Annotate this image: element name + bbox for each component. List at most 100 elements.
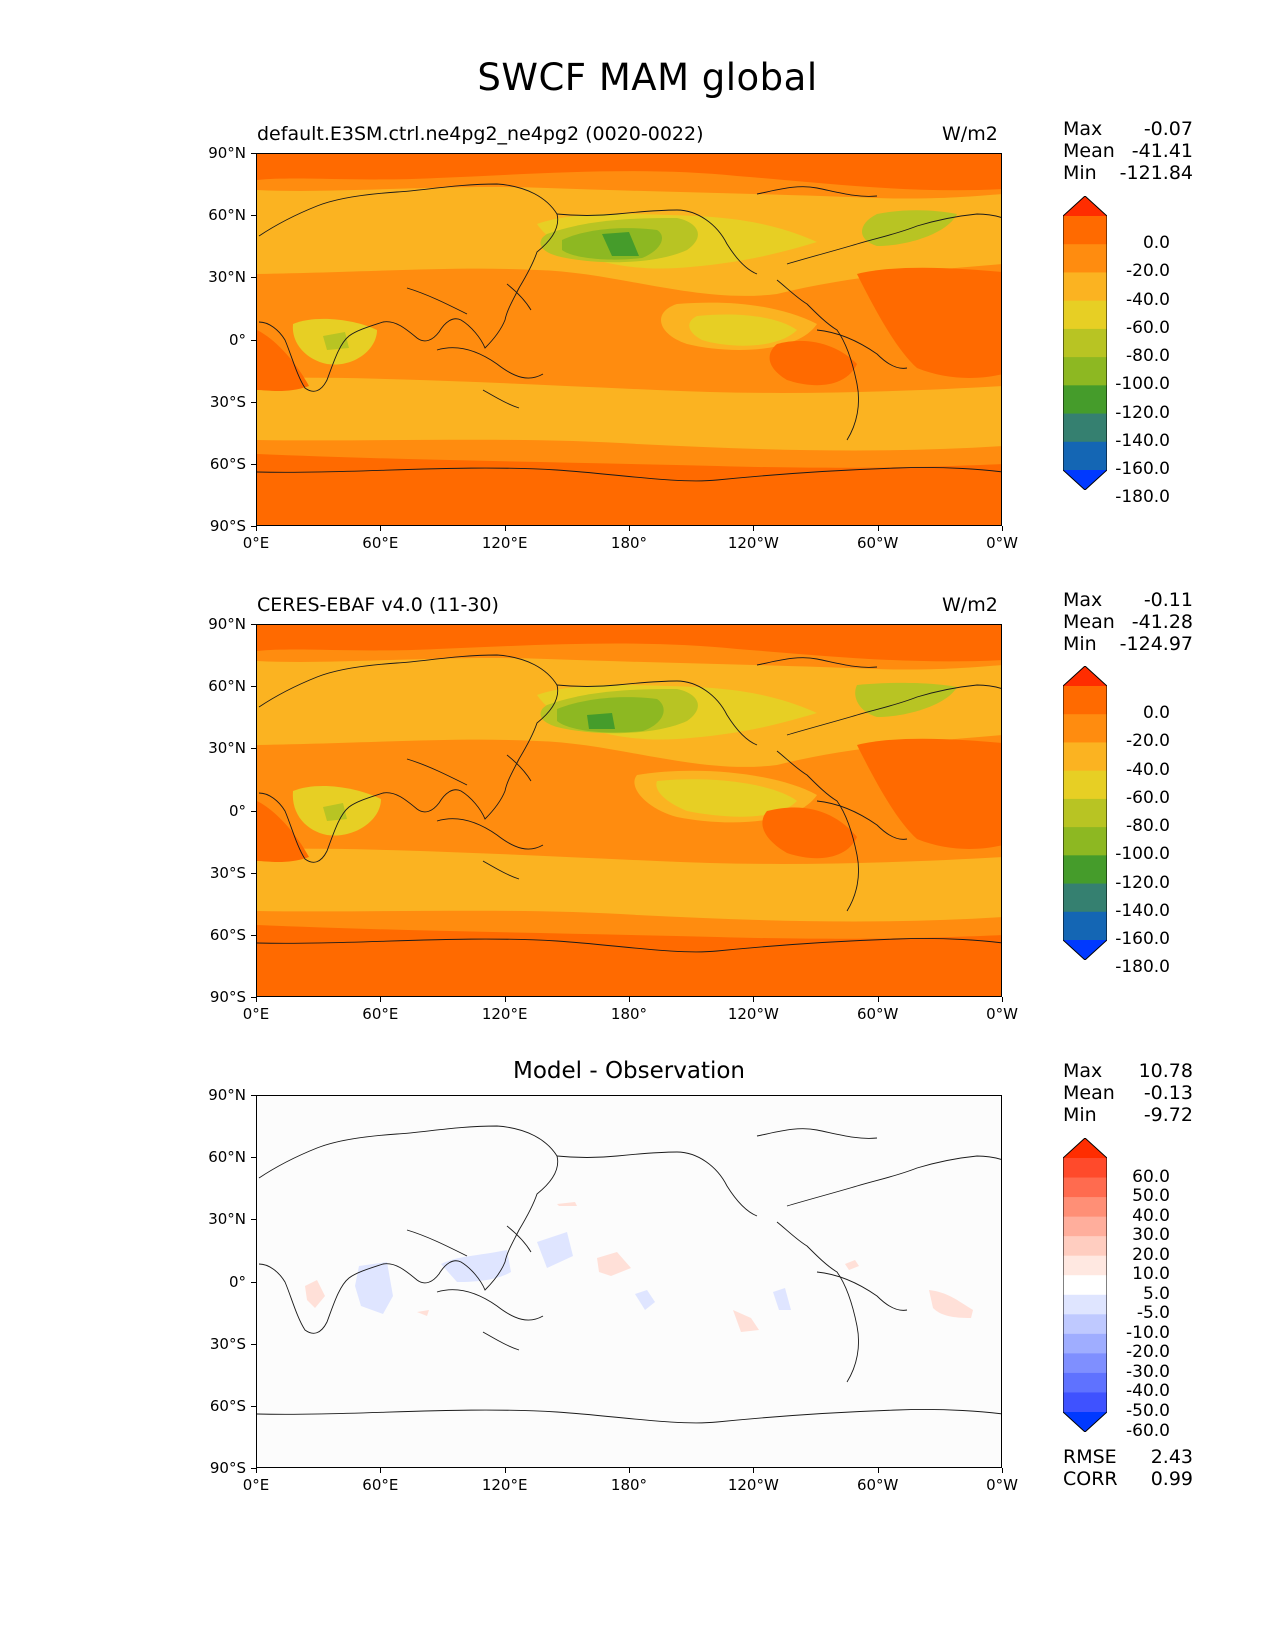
stat-max: Max 10.78 [1063,1060,1193,1082]
ytick-label: 30°N [208,739,246,758]
colorbar-tick-label: -100.0 [1115,844,1170,865]
colorbar-segment [1063,883,1107,913]
diff-car-pos [845,1260,859,1270]
colorbar-segment [1063,413,1107,443]
xtick-label: 120°E [481,1005,528,1023]
diff-japan-pos [557,1202,577,1206]
colorbar-obs [1063,666,1107,960]
diff-wpac-neg [537,1232,573,1268]
colorbar-tick-label: -140.0 [1115,900,1170,921]
xtick-label: 60°W [856,534,899,552]
xtick-label: 60°E [362,1476,399,1494]
ytick-label: 30°S [209,863,246,882]
stats-obs: Max -0.11 Mean -41.28 Min -124.97 [1063,589,1193,655]
coastlines-model [257,183,1001,482]
map-obs [256,624,1002,997]
ytick-mark [251,339,256,341]
colorbar-tick-label: -80.0 [1126,816,1170,837]
ytick-label: 60°S [209,454,246,473]
stat-mean: Mean -0.13 [1063,1082,1193,1104]
xtick-label: 60°E [362,534,399,552]
xtick-mark [877,1468,879,1473]
field-seatl-sc [257,330,309,391]
colorbar-tick-label: -40.0 [1126,1381,1170,1402]
ytick-mark [251,1219,256,1221]
diff-africa-neg [355,1262,393,1314]
xtick-label: 120°W [727,534,779,552]
colorbar-segment [1063,1197,1107,1218]
colorbar-segment [1063,1255,1107,1276]
colorbar-segment [1063,1353,1107,1374]
panel-diff: Model - Observation [0,0,1275,1490]
ytick-mark [251,872,256,874]
ytick-label: 0° [228,1272,246,1291]
colorbar-segment [1063,216,1107,245]
colorbar-tick-label: -180.0 [1115,487,1170,508]
colorbar-tick-label: -60.0 [1126,787,1170,808]
stat-corr: CORR 0.99 [1063,1468,1193,1490]
field-warmpool [656,779,797,817]
colorbar-tick-label: -100.0 [1115,374,1170,395]
ytick-mark [251,997,256,998]
diff-io-pos [417,1310,429,1316]
ytick-mark [251,624,256,625]
colorbar-segment [1063,686,1107,715]
panel-model-label: default.E3SM.ctrl.ne4pg2_ne4pg2 (0020-00… [257,123,704,145]
colorbar-tick-label: 0.0 [1142,233,1170,254]
xtick-mark [256,526,257,531]
field-midlat-s [257,377,1001,451]
colorbar-tick-label: -5.0 [1136,1303,1170,1324]
stat-max: Max -0.07 [1063,118,1193,140]
colorbar-tick-label: -40.0 [1126,289,1170,310]
stat-min: Min -9.72 [1063,1104,1193,1126]
colorbar-segment [1063,1158,1107,1179]
xtick-mark [256,1468,257,1473]
ytick-mark [251,810,256,812]
colorbar-segment [1063,244,1107,273]
ytick-label: 60°N [208,206,246,225]
ytick-mark [251,1281,256,1283]
xtick-label: 0°E [242,1476,270,1494]
xtick-label: 120°W [727,1005,779,1023]
map-model [256,153,1002,526]
field-natl-yg [862,210,957,246]
colorbar-segment [1063,1216,1107,1237]
diff-sepac-pos [733,1310,759,1332]
colorbar-segment [1063,770,1107,800]
panel-obs-label: CERES-EBAF v4.0 (11-30) [257,594,499,616]
stats-model: Max -0.07 Mean -41.41 Min -121.84 [1063,118,1193,184]
map-diff-fill [257,1096,1001,1467]
xtick-label: 60°W [856,1005,899,1023]
ytick-mark [251,748,256,750]
xtick-mark [380,1468,382,1473]
field-warmpool [689,314,797,346]
field-arctic [257,154,1001,191]
colorbar-segment [1063,1294,1107,1315]
xtick-mark [380,526,382,531]
diff-india-neg [441,1250,511,1282]
panel-obs-units: W/m2 [942,594,998,616]
colorbar-segment [1063,385,1107,415]
colorbar-tick-label: -120.0 [1115,872,1170,893]
panel-diff-title: Model - Observation [512,1058,746,1084]
xtick-label: 120°E [481,534,528,552]
diff-seatl-pos [305,1280,325,1308]
ytick-mark [251,686,256,688]
colorbar-segment [1063,798,1107,828]
xtick-label: 0°W [986,1476,1018,1494]
ytick-mark [251,526,256,527]
map-diff [256,1095,1002,1468]
diff-spac-neg [635,1290,655,1310]
colorbar-tick-label: -180.0 [1115,957,1170,978]
colorbar-extend-top [1063,1138,1107,1158]
xtick-label: 0°W [986,534,1018,552]
panel-model-units: W/m2 [942,123,998,145]
xtick-mark [629,997,630,1002]
xtick-mark [256,997,257,1002]
xtick-mark [380,997,382,1002]
colorbar-segment [1063,272,1107,302]
ytick-label: 90°N [208,1086,246,1104]
field-satl-sc [857,267,1001,378]
colorbar-tick-label: 20.0 [1132,1244,1170,1265]
colorbar-segment [1063,1275,1107,1296]
